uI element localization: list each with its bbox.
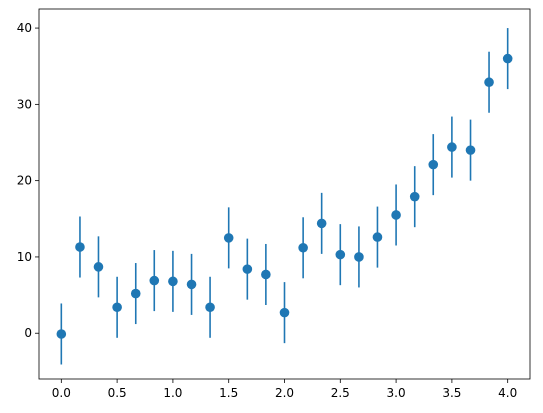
data-point (112, 302, 122, 313)
data-point (56, 329, 67, 339)
x-tick-label: 3.5 (442, 386, 461, 400)
data-point (242, 264, 253, 274)
data-point (354, 252, 364, 262)
data-point (335, 249, 346, 260)
data-point (223, 233, 234, 243)
y-axis: 0 10 20 30 40 (17, 21, 39, 340)
data-point (298, 242, 308, 253)
y-tick-label: 20 (17, 174, 32, 188)
data-point (391, 210, 401, 220)
data-point (372, 232, 383, 242)
x-tick-label: 1.5 (219, 386, 238, 400)
x-tick-label: 0.5 (108, 386, 127, 400)
x-tick-label: 3.0 (387, 386, 406, 400)
y-tick-label: 0 (24, 326, 32, 340)
data-point (279, 307, 290, 318)
data-point (409, 191, 420, 202)
y-tick-label: 30 (17, 97, 32, 111)
x-tick-label: 4.0 (498, 386, 517, 400)
x-tick-label: 2.5 (331, 386, 350, 400)
y-tick-label: 40 (17, 21, 32, 35)
data-point (149, 275, 160, 286)
data-point (447, 142, 457, 152)
data-point (93, 262, 104, 272)
data-point (465, 145, 476, 155)
data-point (484, 77, 494, 88)
data-point (168, 276, 178, 287)
marker-layer (56, 53, 513, 339)
data-point (130, 288, 141, 299)
data-point (75, 242, 85, 252)
data-point (428, 159, 439, 170)
x-tick-label: 0.0 (52, 386, 71, 400)
data-point (316, 218, 327, 229)
data-point (261, 269, 271, 280)
data-point (186, 279, 197, 290)
x-axis: 0.0 0.5 1.0 1.5 2.0 2.5 3.0 3.5 4.0 (52, 379, 517, 400)
data-point (502, 53, 513, 64)
data-point (205, 302, 215, 313)
x-tick-label: 1.0 (163, 386, 182, 400)
x-tick-label: 2.0 (275, 386, 294, 400)
y-tick-label: 10 (17, 250, 32, 264)
